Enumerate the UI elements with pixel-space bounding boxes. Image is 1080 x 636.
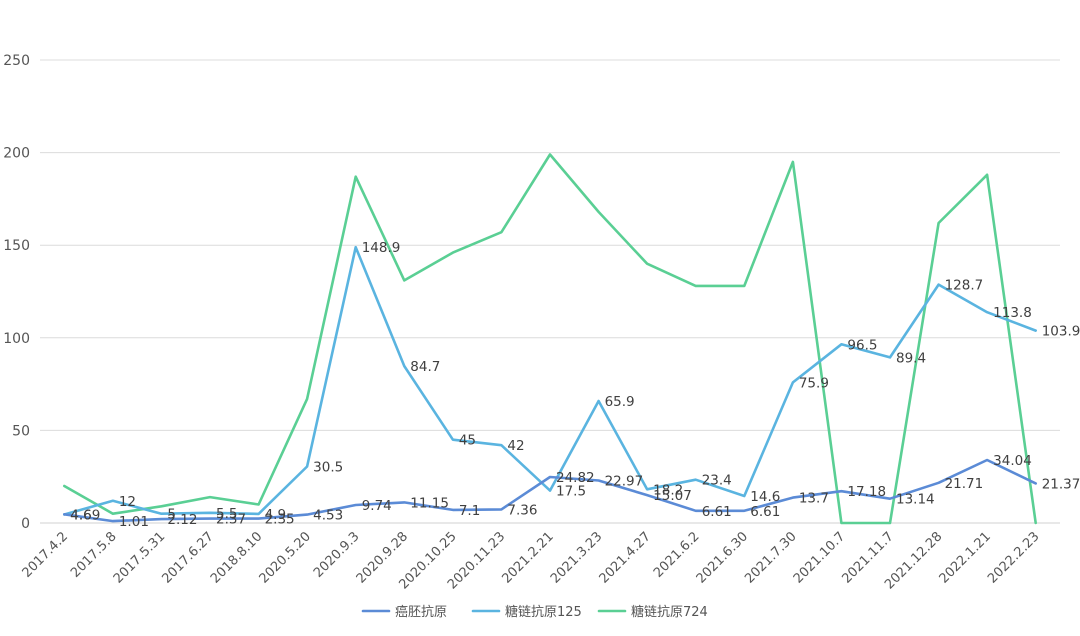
data-label: 2.35 (265, 512, 295, 528)
data-label: 21.37 (1042, 476, 1080, 492)
y-tick-label: 0 (21, 516, 30, 532)
data-label: 128.7 (945, 278, 984, 294)
data-label: 17.5 (556, 484, 586, 500)
data-label: 13.7 (799, 491, 829, 507)
data-label: 21.71 (945, 476, 984, 492)
y-tick-label: 200 (3, 146, 30, 162)
data-label: 2.12 (167, 512, 197, 528)
data-label: 17.18 (847, 484, 886, 500)
data-label: 45 (459, 433, 476, 449)
data-label: 34.04 (993, 453, 1032, 469)
data-label: 5 (167, 507, 176, 523)
x-tick-label: 2022.2.23 (985, 529, 1042, 586)
data-label: 148.9 (362, 240, 401, 256)
y-tick-label: 50 (12, 423, 30, 439)
data-label: 11.15 (410, 495, 449, 511)
data-label: 9.74 (362, 498, 392, 514)
series-line-1 (63, 245, 1037, 516)
x-tick-label: 2021.7.30 (742, 529, 799, 586)
data-label: 4.9 (265, 507, 286, 523)
x-tick-label: 2022.1.21 (937, 529, 994, 586)
legend-item-label: 糖链抗原125 (505, 604, 582, 620)
legend-item-label: 癌胚抗原 (395, 604, 447, 620)
data-label: 14.6 (750, 489, 780, 505)
x-tick-label: 2021.2.21 (499, 529, 556, 586)
data-label: 103.9 (1042, 324, 1080, 340)
data-label: 4.53 (313, 508, 343, 524)
data-label: 2.37 (216, 512, 246, 528)
x-tick-label: 2021.10.7 (791, 529, 848, 586)
y-axis-ticks: 0 50 100 150 200 250 (3, 53, 30, 532)
x-tick-label: 2020.9.3 (311, 529, 363, 581)
data-label: 30.5 (313, 460, 343, 476)
x-tick-label: 2018.8.10 (208, 529, 265, 586)
x-tick-label: 2021.4.27 (597, 529, 654, 586)
data-labels: 4.69 1.01 2.12 2.37 2.35 4.53 9.74 11.15 7.1 7.36… (70, 240, 1080, 530)
x-tick-label: 2021.6.30 (694, 529, 751, 586)
data-label: 6.61 (750, 504, 780, 520)
data-label: 13.14 (896, 492, 935, 508)
data-label: 15.07 (653, 488, 692, 504)
x-tick-label: 2017.5.8 (68, 529, 120, 581)
data-label: 1.01 (119, 514, 149, 530)
data-label: 12 (119, 494, 136, 510)
data-label: 5.5 (216, 506, 237, 522)
data-label: 18.2 (653, 482, 683, 498)
x-tick-label: 2017.6.27 (159, 529, 216, 586)
data-label: 23.4 (702, 473, 732, 489)
data-label: 84.7 (410, 359, 440, 375)
data-label: 7.1 (459, 503, 480, 519)
series-lines (63, 153, 1037, 525)
series-line-2 (63, 153, 1037, 525)
x-tick-label: 2017.5.31 (111, 529, 168, 586)
data-label: 6.61 (702, 504, 732, 520)
data-label: 65.9 (605, 394, 635, 410)
y-tick-label: 150 (3, 238, 30, 254)
x-tick-label: 2020.5.20 (257, 529, 314, 586)
data-label: 7.36 (507, 502, 537, 518)
data-label: 113.8 (993, 305, 1032, 321)
legend: 癌胚抗原 糖链抗原125 糖链抗原724 (361, 604, 708, 620)
data-label: 4.69 (70, 507, 100, 523)
data-label: 24.82 (556, 470, 595, 486)
grid-lines (40, 59, 1060, 524)
data-label: 4.6 (70, 507, 91, 523)
x-axis-ticks: 2017.4.22017.5.82017.5.312017.6.272018.8… (20, 529, 1043, 592)
series-line-0 (63, 458, 1037, 523)
x-tick-label: 2017.4.2 (20, 529, 72, 581)
y-tick-label: 100 (3, 331, 30, 347)
x-tick-label: 2021.6.2 (651, 529, 703, 581)
data-label: 22.97 (605, 473, 644, 489)
x-tick-label: 2021.3.23 (548, 529, 605, 586)
data-label: 96.5 (847, 337, 877, 353)
legend-item-label: 糖链抗原724 (631, 604, 708, 620)
y-tick-label: 250 (3, 53, 30, 69)
data-label: 89.4 (896, 350, 926, 366)
data-label: 75.9 (799, 375, 829, 391)
data-label: 42 (507, 438, 524, 454)
